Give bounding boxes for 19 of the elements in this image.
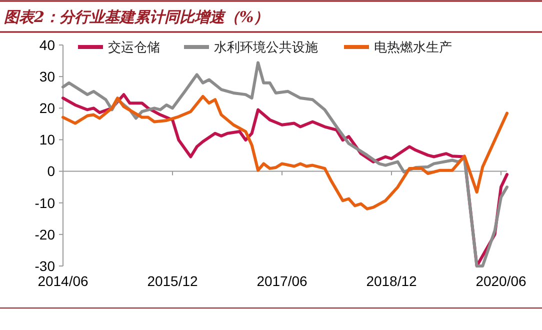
legend-label: 交运仓储 bbox=[108, 40, 160, 56]
line-series bbox=[62, 94, 508, 210]
legend-label: 电热燃水生产 bbox=[374, 40, 452, 56]
y-tick-label: 10 bbox=[39, 132, 56, 148]
x-tick-label: 2015/12 bbox=[147, 273, 198, 289]
y-tick-label: 0 bbox=[47, 163, 56, 180]
chart-title: 图表2：分行业基建累计同比增速（%） bbox=[4, 8, 269, 26]
y-tick-label: 40 bbox=[39, 36, 56, 53]
x-tick-label: 2014/06 bbox=[38, 273, 89, 289]
x-tick-label: 2018/12 bbox=[366, 273, 418, 289]
y-tick-label: 30 bbox=[39, 68, 56, 84]
line-series bbox=[62, 61, 508, 268]
y-tick-label: -30 bbox=[34, 258, 56, 274]
legend-label: 水利环境公共设施 bbox=[214, 40, 318, 56]
x-tick-label: 2017/06 bbox=[256, 273, 308, 289]
y-tick-label: -10 bbox=[34, 194, 56, 211]
y-tick-label: -20 bbox=[34, 226, 56, 242]
y-tick-label: 20 bbox=[39, 100, 56, 116]
x-tick-label: 2020/06 bbox=[476, 273, 527, 289]
